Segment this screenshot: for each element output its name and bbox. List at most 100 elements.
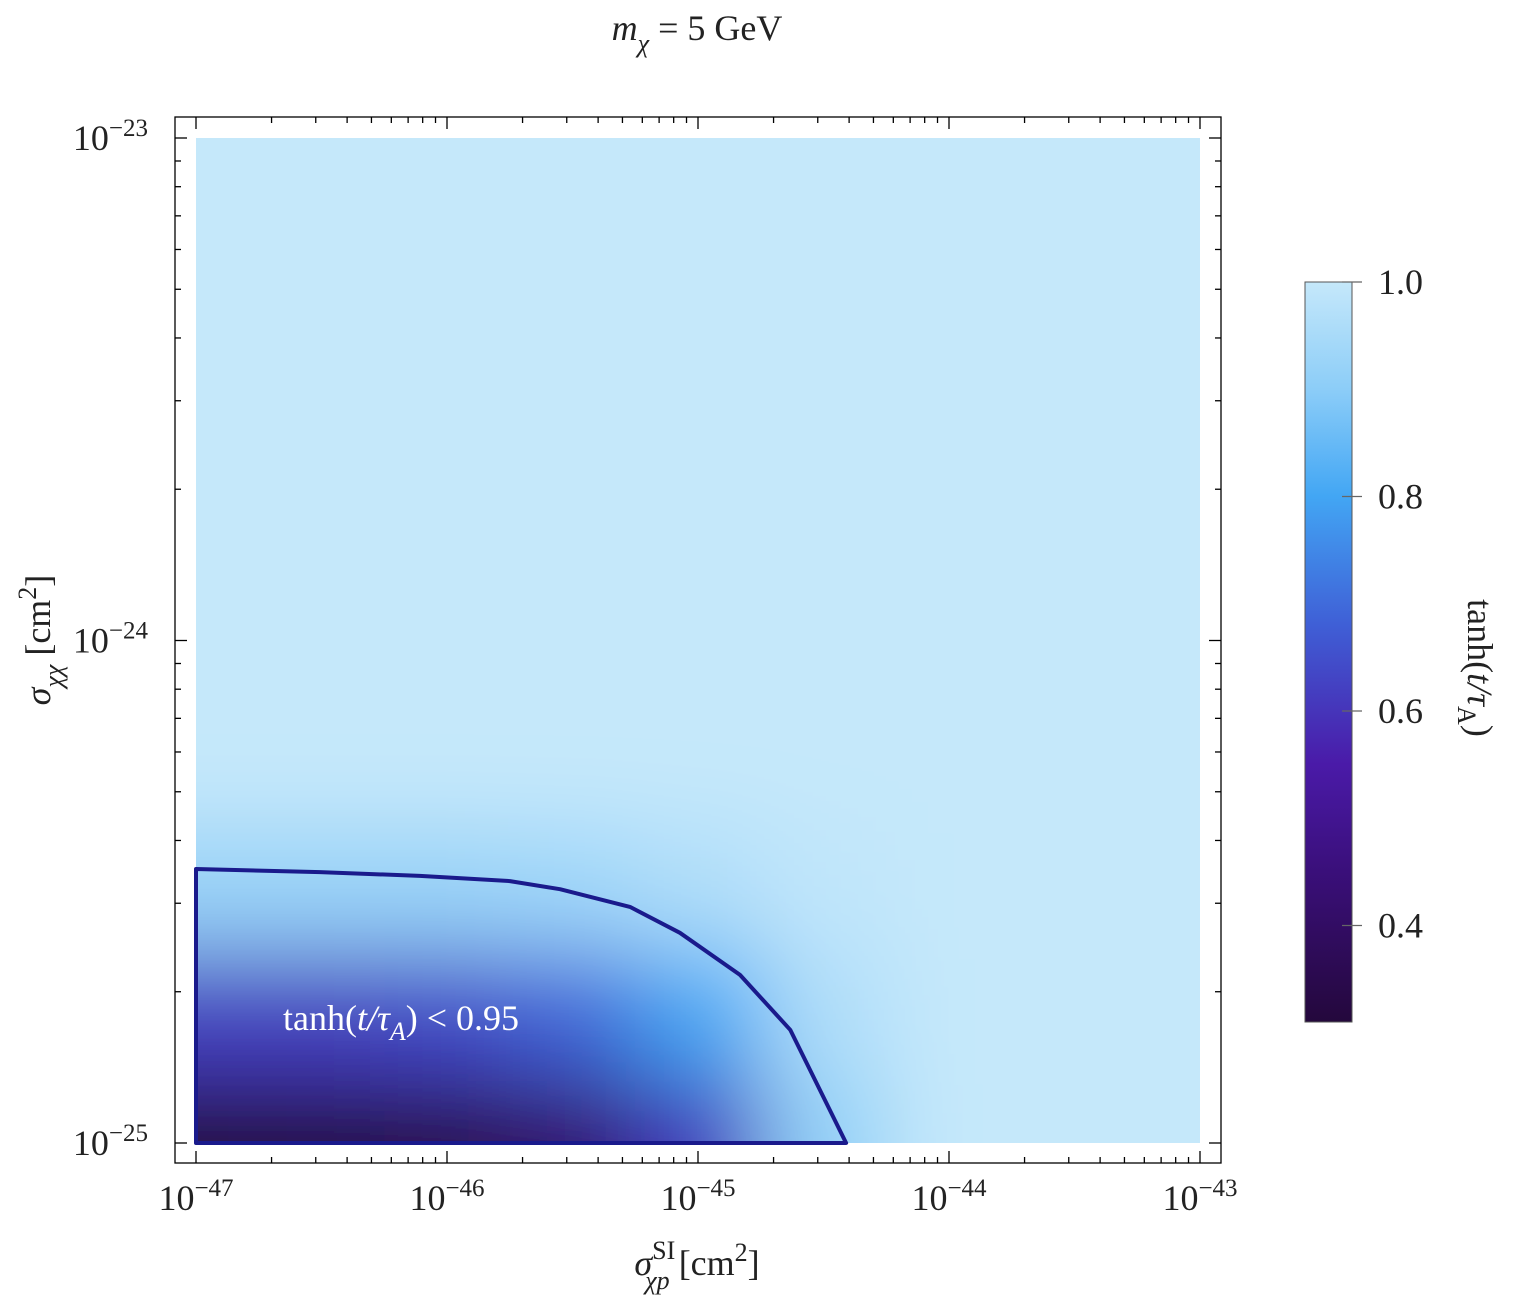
heat-cell (509, 326, 637, 454)
heat-cell (384, 200, 511, 328)
x-axis-label-part: ] (748, 1243, 760, 1283)
colorbar-label-part: /τ (1460, 681, 1500, 707)
heat-cell (509, 954, 637, 1082)
annotation-part: tanh( (283, 998, 357, 1038)
heat-cell (886, 326, 1013, 454)
heat-cell (258, 326, 386, 454)
y-tick-label: 10−23 (73, 115, 148, 158)
heat-cell (635, 200, 762, 328)
y-axis-label: σχχ [cm2] (13, 575, 68, 706)
y-axis-label-part: σ (18, 686, 58, 705)
heat-cell (886, 829, 1013, 956)
heat-cell (384, 577, 511, 705)
heat-cell (1137, 138, 1200, 202)
heat-cell (635, 138, 762, 202)
colorbar-label-part: t (1460, 673, 1500, 684)
heat-cell (635, 703, 762, 831)
heat-cell (258, 1080, 386, 1143)
heat-cell (635, 1080, 762, 1143)
heat-cell (509, 577, 637, 705)
y-axis-label-part: ] (18, 575, 58, 587)
heat-cell (384, 452, 511, 579)
heat-cell (635, 954, 762, 1082)
x-tick-label: 10−45 (660, 1175, 735, 1218)
x-axis-label-part: 2 (735, 1238, 748, 1267)
y-axis-label-part: 2 (13, 587, 42, 600)
y-axis-label-part: [cm (18, 600, 58, 665)
colorbar-tick-label: 0.8 (1378, 476, 1423, 516)
heat-cell (635, 577, 762, 705)
annotation: tanh(t/τA) < 0.95 (283, 998, 519, 1046)
heat-cell (384, 703, 511, 831)
colorbar-label: tanh(t/τA) (1452, 599, 1500, 737)
heat-cell (258, 829, 386, 956)
y-tick-label: 10−24 (73, 618, 149, 661)
colorbar-tick-label: 1.0 (1378, 262, 1423, 302)
heat-cell (384, 954, 511, 1082)
heat-cell (1137, 326, 1200, 454)
heat-cell (1137, 829, 1200, 956)
heat-cell (509, 200, 637, 328)
chart-title-part: m (612, 8, 638, 48)
heat-cell (1137, 954, 1200, 1082)
colorbar-label-part: tanh( (1460, 599, 1500, 673)
heat-cell (635, 326, 762, 454)
x-tick-label: 10−47 (158, 1175, 233, 1218)
x-axis-label: σSI χp [cm2] (634, 1236, 759, 1295)
heat-cell (760, 326, 888, 454)
heat-cell (1137, 200, 1200, 328)
heat-cell (196, 703, 260, 831)
chart-title-part: = 5 GeV (649, 8, 782, 48)
heat-cell (384, 829, 511, 956)
heat-cell (1011, 829, 1139, 956)
heat-cell (196, 452, 260, 579)
chart-title: mχ = 5 GeV (612, 8, 783, 58)
heat-cell (196, 1080, 260, 1143)
heat-cell (258, 954, 386, 1082)
heatmap (196, 138, 1200, 1143)
heat-cell (196, 954, 260, 1082)
heat-cell (196, 577, 260, 705)
heat-cell (886, 577, 1013, 705)
annotation-part: t (357, 998, 368, 1038)
heat-cell (760, 1080, 888, 1143)
heat-cell (1011, 138, 1139, 202)
heat-cell (509, 703, 637, 831)
heat-cell (196, 138, 260, 202)
heat-cell (384, 138, 511, 202)
heat-cell (509, 1080, 637, 1143)
heat-cell (760, 703, 888, 831)
heat-cell (635, 829, 762, 956)
annotation-part: /τ (365, 998, 391, 1038)
heat-cell (760, 452, 888, 579)
heat-cell (1011, 1080, 1139, 1143)
heat-cell (886, 138, 1013, 202)
heat-cell (886, 452, 1013, 579)
heat-cell (886, 200, 1013, 328)
heat-cell (886, 954, 1013, 1082)
heat-cell (196, 829, 260, 956)
colorbar-tick-label: 0.6 (1378, 691, 1423, 731)
heat-cell (258, 452, 386, 579)
colorbar-tick-label: 0.4 (1378, 905, 1423, 945)
heat-cell (258, 577, 386, 705)
heat-cell (258, 200, 386, 328)
x-axis-label-part: σ (634, 1243, 653, 1283)
y-tick-label: 10−25 (73, 1120, 148, 1163)
x-axis-label-part: χp (642, 1266, 669, 1295)
x-tick-label: 10−46 (409, 1175, 484, 1218)
heat-cell (1011, 703, 1139, 831)
heat-cell (1137, 703, 1200, 831)
heat-cell (1137, 577, 1200, 705)
colorbar-label-part: ) (1460, 725, 1500, 737)
chart-title-part: χ (635, 29, 650, 58)
x-tick-label: 10−43 (1162, 1175, 1237, 1218)
heat-cell (1137, 452, 1200, 579)
heat-cell (509, 452, 637, 579)
y-axis-label-part: χχ (39, 664, 68, 690)
heat-cell (1011, 200, 1139, 328)
heat-cell (384, 1080, 511, 1143)
annotation-part: A (388, 1017, 406, 1046)
heat-cell (509, 138, 637, 202)
